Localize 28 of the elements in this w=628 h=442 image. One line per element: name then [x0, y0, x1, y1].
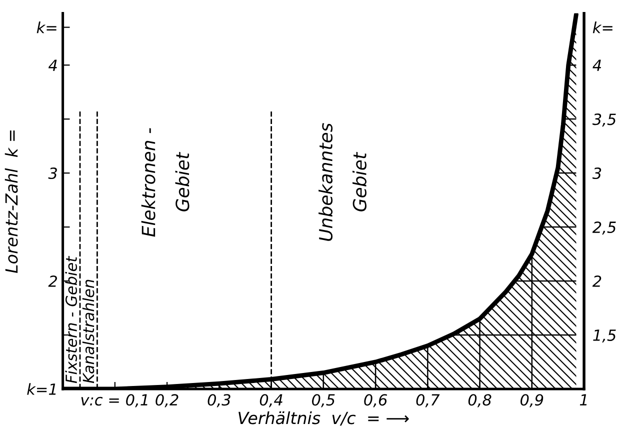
- ref-line-label: Kanalstrahlen: [82, 280, 94, 384]
- y2-tick-label: 2,5: [592, 221, 616, 235]
- y2-tick-label: 4: [592, 60, 602, 71]
- x-tick-label: 0,7: [416, 394, 440, 408]
- ref-line-label: Fixstern - Gebiet: [65, 256, 78, 384]
- y-tick-label: k=1: [27, 383, 56, 395]
- y-tick-label: 3: [48, 168, 57, 180]
- x-tick-label: 1: [580, 394, 587, 406]
- x-tick-label: 0,5: [312, 394, 335, 408]
- y-axis-title: Lorentz-Zahl k =: [4, 130, 18, 274]
- x-tick-label: 0,6: [364, 394, 388, 408]
- x-tick-label: 0,4: [260, 394, 282, 408]
- x-tick-label: 0,9: [520, 394, 544, 408]
- x-tick-label: v:c = 0,1: [81, 394, 148, 408]
- annotation: Elektronen - Gebiet: [141, 128, 190, 237]
- annotation: Unbekanntes Gebiet: [318, 123, 366, 241]
- x-tick-label: 0,8: [468, 394, 492, 408]
- y-tick-label: k=: [36, 21, 56, 34]
- y2-tick-label: 1,5: [593, 330, 616, 343]
- y-tick-label: 4: [48, 60, 57, 71]
- x-tick-label: 0,2: [156, 394, 178, 408]
- y-tick-label: 2: [48, 275, 57, 287]
- y2-tick-label: 2: [592, 275, 602, 287]
- y2-tick-label: 3,5: [592, 114, 616, 127]
- x-axis-title: Verhältnis v/c = ⟶: [238, 411, 409, 426]
- x-tick-label: 0,3: [208, 394, 230, 408]
- y2-tick-label: k=: [592, 21, 612, 34]
- y2-tick-label: 3: [592, 168, 602, 180]
